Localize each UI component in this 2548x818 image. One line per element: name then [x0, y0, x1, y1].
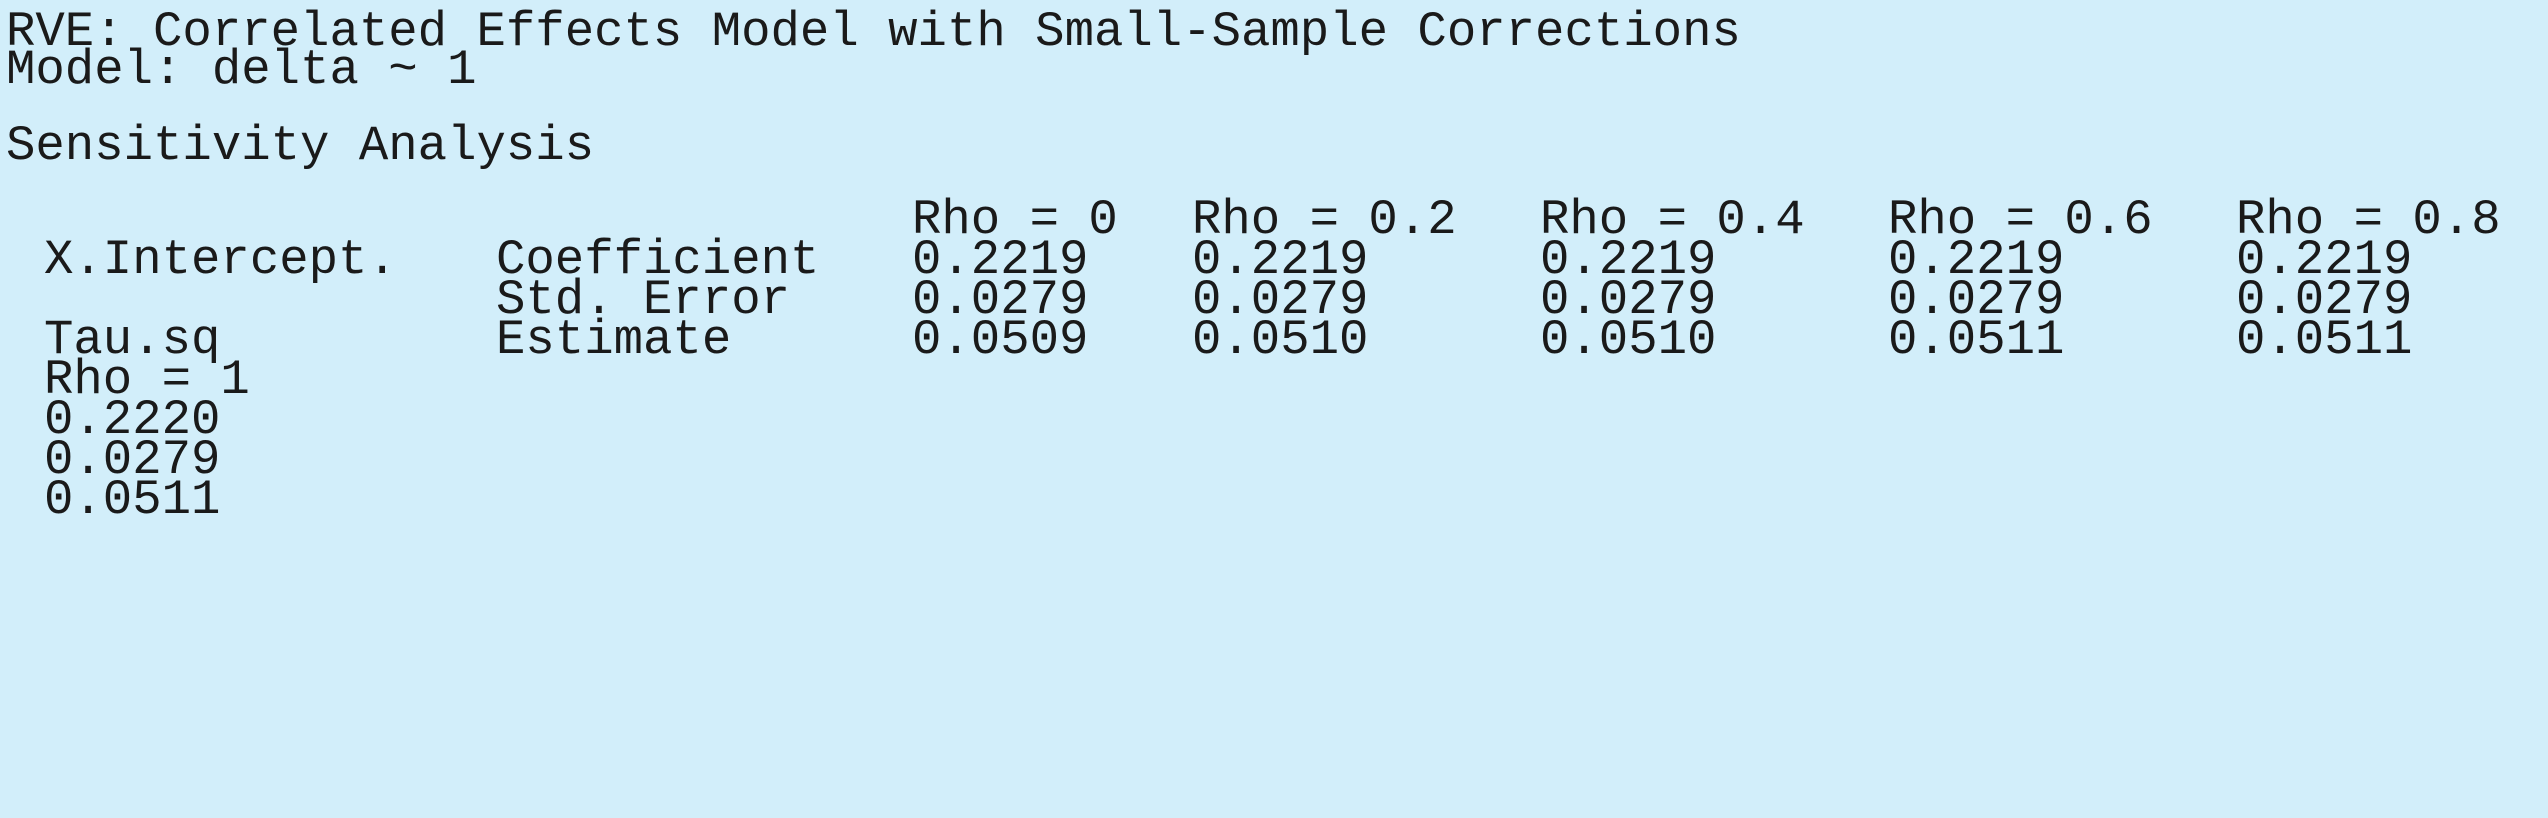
table-cell: 0.2219: [1888, 232, 2065, 288]
col-header-rho-0: Rho = 0: [912, 192, 1118, 248]
table-cell: 0.0279: [1540, 272, 1717, 328]
table-cell: 0.0279: [912, 272, 1089, 328]
table-cell: 0.0279: [1192, 272, 1369, 328]
row-param-label: Tau.sq: [44, 312, 221, 368]
table-cell: 0.0511: [1888, 312, 2065, 368]
col-header-rho-0-2: Rho = 0.2: [1192, 192, 1457, 248]
row-stat-label: Coefficient: [496, 232, 820, 288]
row-stat-label: Estimate: [496, 312, 732, 368]
row-stat-label: Std. Error: [496, 272, 791, 328]
wrapped-col-header-rho-1: Rho = 1: [44, 352, 250, 408]
row-param-label: X.Intercept.: [44, 232, 397, 288]
model-formula-line: Model: delta ~ 1: [6, 42, 477, 98]
table-cell: 0.0511: [2236, 312, 2413, 368]
wrapped-cell: 0.2220: [44, 392, 221, 448]
model-title-line: RVE: Correlated Effects Model with Small…: [6, 4, 1741, 60]
section-title: Sensitivity Analysis: [6, 118, 595, 174]
table-cell: 0.0279: [1888, 272, 2065, 328]
table-cell: 0.2219: [2236, 232, 2413, 288]
col-header-rho-0-8: Rho = 0.8: [2236, 192, 2501, 248]
table-cell: 0.2219: [1192, 232, 1369, 288]
table-cell: 0.2219: [912, 232, 1089, 288]
table-cell: 0.0279: [2236, 272, 2413, 328]
table-cell: 0.0510: [1192, 312, 1369, 368]
wrapped-cell: 0.0279: [44, 432, 221, 488]
table-cell: 0.0510: [1540, 312, 1717, 368]
col-header-rho-0-4: Rho = 0.4: [1540, 192, 1805, 248]
wrapped-cell: 0.0511: [44, 472, 221, 528]
col-header-rho-0-6: Rho = 0.6: [1888, 192, 2153, 248]
table-cell: 0.2219: [1540, 232, 1717, 288]
table-cell: 0.0509: [912, 312, 1089, 368]
